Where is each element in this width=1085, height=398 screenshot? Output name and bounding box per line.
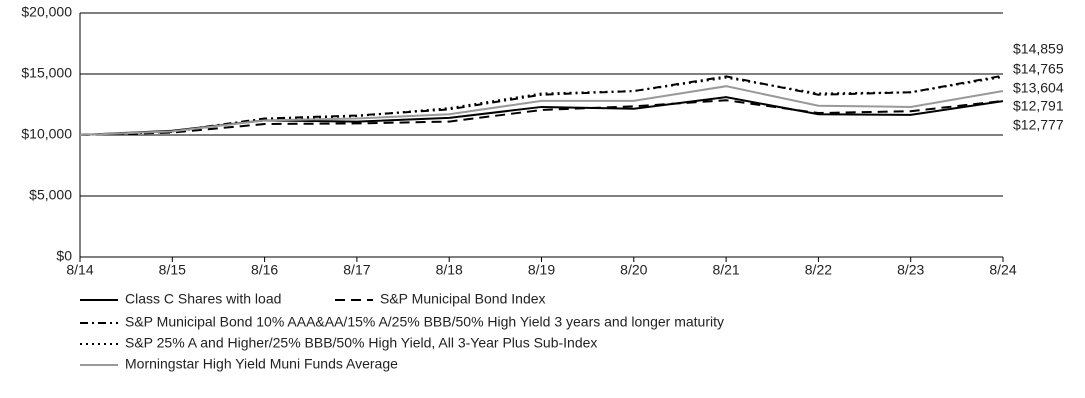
x-tick-label: 8/20 — [620, 262, 647, 278]
end-label: $12,777 — [1013, 117, 1064, 133]
x-tick-label: 8/17 — [343, 262, 370, 278]
legend-label: S&P 25% A and Higher/25% BBB/50% High Yi… — [125, 335, 597, 351]
y-tick-label: $0 — [56, 248, 72, 264]
y-tick-label: $10,000 — [21, 126, 72, 142]
y-tick-label: $5,000 — [29, 187, 72, 203]
x-tick-label: 8/23 — [897, 262, 924, 278]
series-line — [79, 85, 1004, 136]
series-line — [79, 99, 1004, 136]
x-tick-label: 8/15 — [159, 262, 186, 278]
series-line — [79, 74, 1004, 136]
x-tick-label: 8/18 — [436, 262, 463, 278]
legend-label: Morningstar High Yield Muni Funds Averag… — [125, 356, 398, 372]
series-line — [79, 75, 1004, 136]
end-label: $13,604 — [1013, 80, 1064, 96]
y-tick-label: $15,000 — [21, 65, 72, 81]
x-tick-label: 8/24 — [989, 262, 1016, 278]
y-tick-label: $20,000 — [21, 4, 72, 20]
end-label: $14,859 — [1013, 41, 1064, 57]
x-tick-label: 8/22 — [805, 262, 832, 278]
legend-label: Class C Shares with load — [125, 291, 281, 307]
x-tick-label: 8/14 — [66, 262, 93, 278]
x-tick-label: 8/21 — [712, 262, 739, 278]
end-label: $14,765 — [1013, 61, 1064, 77]
series-line — [79, 96, 1004, 136]
legend-label: S&P Municipal Bond Index — [380, 291, 546, 307]
end-label: $12,791 — [1013, 98, 1064, 114]
legend-label: S&P Municipal Bond 10% AAA&AA/15% A/25% … — [125, 314, 724, 330]
x-tick-label: 8/19 — [528, 262, 555, 278]
x-tick-label: 8/16 — [251, 262, 278, 278]
